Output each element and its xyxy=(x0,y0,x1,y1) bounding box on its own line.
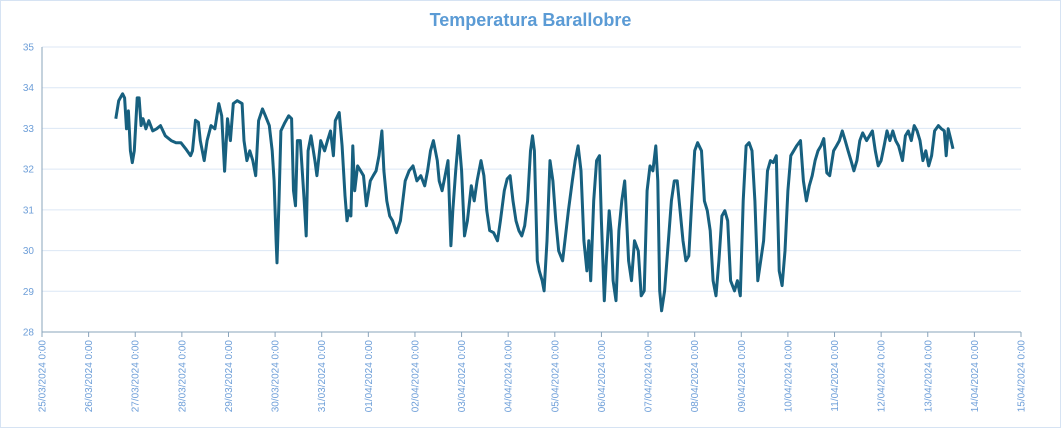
x-tick-label: 07/04/2024 0:00 xyxy=(644,340,655,413)
y-tick-label: 32 xyxy=(23,165,35,176)
x-tick-label: 27/03/2024 0:00 xyxy=(131,340,142,413)
x-tick-label: 09/04/2024 0:00 xyxy=(737,340,748,413)
x-tick-label: 11/04/2024 0:00 xyxy=(830,340,841,412)
x-tick-label: 05/04/2024 0:00 xyxy=(550,340,561,413)
x-tick-label: 12/04/2024 0:00 xyxy=(877,340,888,413)
y-tick-label: 33 xyxy=(23,124,35,135)
x-tick-label: 04/04/2024 0:00 xyxy=(504,340,515,413)
x-tick-label: 08/04/2024 0:00 xyxy=(690,340,701,413)
x-tick-label: 01/04/2024 0:00 xyxy=(364,340,375,413)
x-tick-label: 03/04/2024 0:00 xyxy=(457,340,468,413)
x-tick-label: 25/03/2024 0:00 xyxy=(38,340,49,413)
y-tick-label: 31 xyxy=(23,205,35,216)
y-tick-label: 29 xyxy=(23,287,35,298)
axes xyxy=(41,47,1021,333)
x-tick-label: 31/03/2024 0:00 xyxy=(317,340,328,413)
x-tick-label: 13/04/2024 0:00 xyxy=(923,340,934,413)
x-axis-ticks: 25/03/2024 0:00 26/03/2024 0:00 27/03/2024… xyxy=(38,332,1028,412)
y-axis-ticks: 28 29 30 31 32 33 34 35 xyxy=(23,43,35,339)
y-tick-label: 28 xyxy=(23,328,35,339)
chart-title: Temperatura Barallobre xyxy=(429,10,632,30)
x-tick-label: 02/04/2024 0:00 xyxy=(410,340,421,413)
x-tick-label: 28/03/2024 0:00 xyxy=(177,340,188,413)
x-tick-label: 14/04/2024 0:00 xyxy=(970,340,981,413)
y-tick-label: 35 xyxy=(23,43,35,54)
y-tick-label: 34 xyxy=(23,83,35,94)
x-tick-label: 30/03/2024 0:00 xyxy=(271,340,282,413)
x-tick-label: 15/04/2024 0:00 xyxy=(1017,340,1028,413)
x-tick-label: 29/03/2024 0:00 xyxy=(224,340,235,413)
y-tick-label: 30 xyxy=(23,246,35,257)
gridlines xyxy=(42,46,1021,292)
x-tick-label: 10/04/2024 0:00 xyxy=(783,340,794,413)
x-tick-label: 26/03/2024 0:00 xyxy=(84,340,95,413)
x-tick-label: 06/04/2024 0:00 xyxy=(597,340,608,413)
series-line xyxy=(114,92,955,313)
